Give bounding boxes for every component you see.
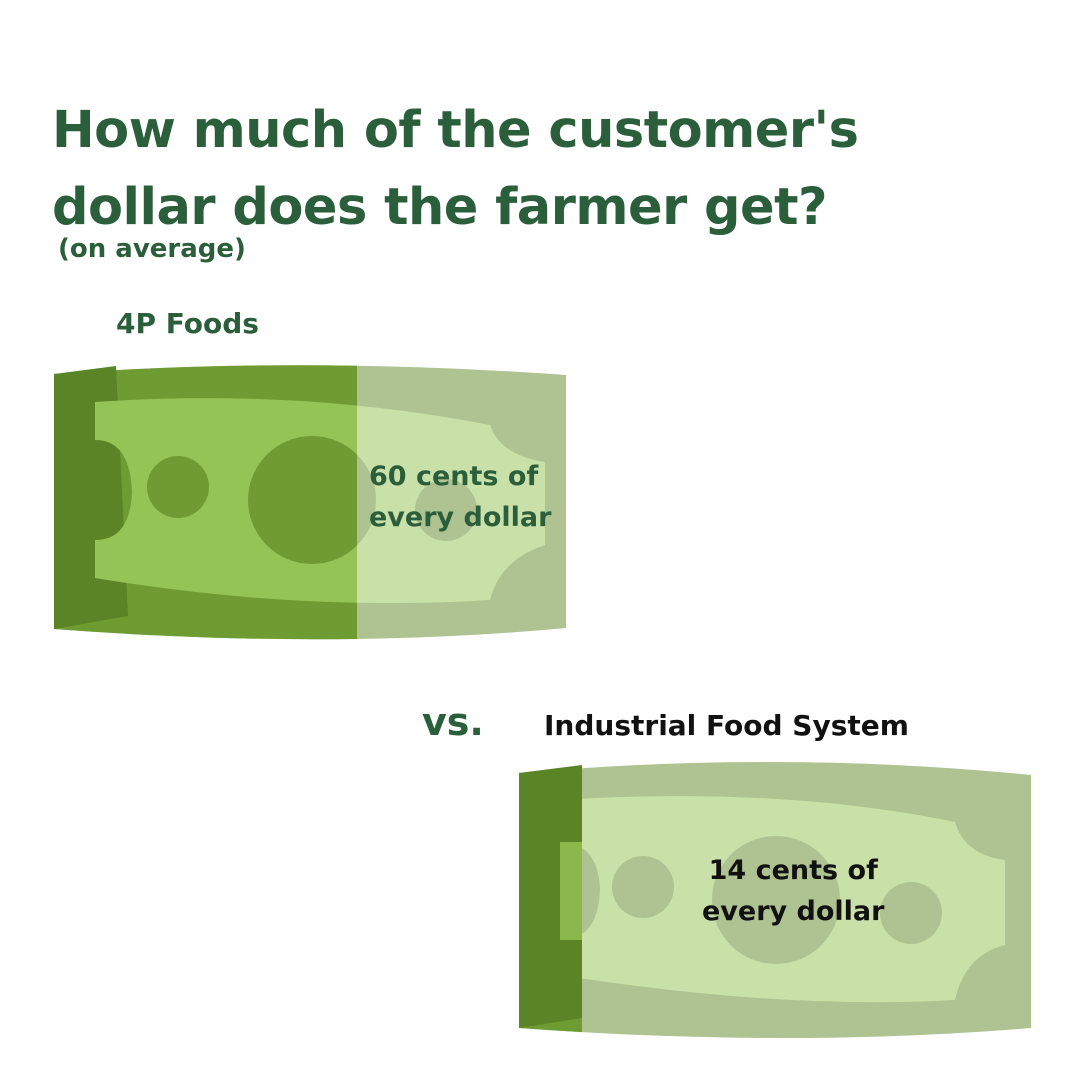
four-p-foods-label: 4P Foods xyxy=(116,307,259,340)
subtitle: (on average) xyxy=(58,234,246,264)
page-title: How much of the customer's dollar does t… xyxy=(52,92,859,246)
industrial-food-system-label: Industrial Food System xyxy=(544,709,909,742)
industrial-share-text: 14 cents of every dollar xyxy=(702,850,884,932)
industrial-share-line-2: every dollar xyxy=(702,896,885,927)
vs-label: vs. xyxy=(422,700,484,744)
industrial-share-line-1: 14 cents of xyxy=(708,855,878,886)
title-line-2: dollar does the farmer get? xyxy=(52,178,828,237)
title-line-1: How much of the customer's xyxy=(52,101,859,160)
industrial-bill-share xyxy=(519,765,582,1033)
four-p-share-line-2: every dollar xyxy=(369,502,552,533)
four-p-share-text: 60 cents of every dollar xyxy=(369,456,551,538)
industrial-bill-faded xyxy=(519,761,1031,1038)
four-p-bill-share xyxy=(54,365,357,640)
four-p-share-line-1: 60 cents of xyxy=(369,461,539,492)
